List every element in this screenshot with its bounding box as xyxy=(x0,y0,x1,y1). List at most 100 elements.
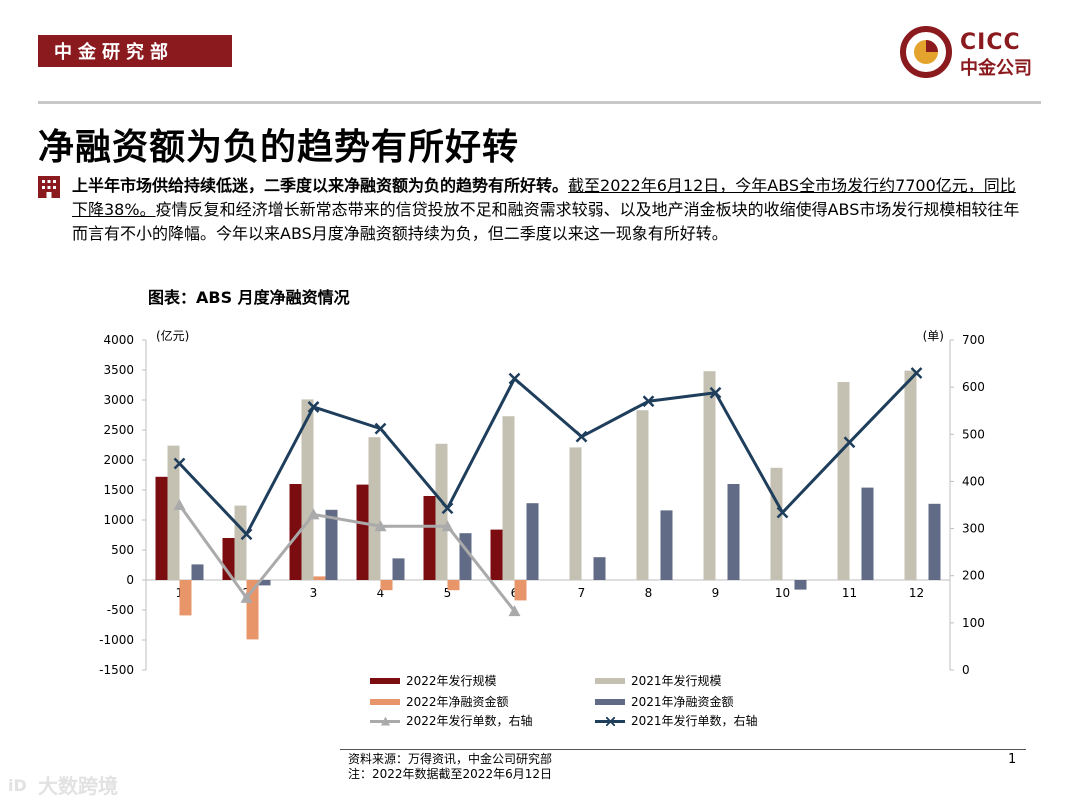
legend-swatch xyxy=(595,677,625,684)
x-marker xyxy=(508,372,521,385)
triangle-marker xyxy=(240,591,253,603)
bar xyxy=(837,382,850,580)
right-tick-label: 200 xyxy=(962,569,985,583)
left-tick-label: -1000 xyxy=(99,633,134,647)
cicc-logo-mark-icon xyxy=(900,26,952,78)
right-tick-label: 700 xyxy=(962,333,985,347)
bar xyxy=(435,443,448,580)
legend-swatch xyxy=(370,677,400,684)
x-marker xyxy=(441,502,454,515)
x-marker xyxy=(240,528,253,541)
legend-item-2022-issuance: 2022年发行规模 xyxy=(370,672,497,689)
x-tick-label: 5 xyxy=(444,586,452,600)
bar xyxy=(155,476,168,580)
note-text: 注：2022年数据截至2022年6月12日 xyxy=(348,767,552,781)
x-marker xyxy=(776,506,789,519)
bar xyxy=(234,505,247,580)
department-badge: 中金研究部 xyxy=(38,35,232,67)
legend-item-2021-deal-count: 2021年发行单数，右轴 xyxy=(595,712,758,729)
logo-english-name: CICC xyxy=(960,30,1021,55)
left-tick-label: 3000 xyxy=(103,393,134,407)
footer-divider xyxy=(340,749,1026,750)
right-tick-label: 500 xyxy=(962,427,985,441)
building-bullet-icon xyxy=(38,176,60,198)
bar xyxy=(301,399,314,580)
right-tick-label: 0 xyxy=(962,663,970,677)
bar xyxy=(325,509,338,580)
left-tick-label: 4000 xyxy=(103,333,134,347)
x-tick-label: 11 xyxy=(842,586,857,600)
summary-paragraph: 上半年市场供给持续低迷，二季度以来净融资额为负的趋势有所好转。截至2022年6月… xyxy=(72,174,1022,246)
triangle-marker xyxy=(441,520,454,532)
source-text: 资料来源：万得资讯，中金公司研究部 xyxy=(348,752,553,766)
x-marker xyxy=(843,436,856,449)
bar xyxy=(392,558,405,580)
left-tick-label: 0 xyxy=(126,573,134,587)
left-tick-label: -1500 xyxy=(99,663,134,677)
legend-swatch xyxy=(595,715,625,727)
x-tick-label: 7 xyxy=(578,586,586,600)
triangle-marker xyxy=(173,499,186,510)
x-tick-label: 4 xyxy=(377,586,385,600)
legend-item-2021-net-financing: 2021年净融资金额 xyxy=(595,693,734,710)
series-line xyxy=(178,371,918,536)
triangle-marker xyxy=(307,508,320,520)
cicc-logo: CICC 中金公司 xyxy=(900,26,1050,79)
x-tick-label: 12 xyxy=(909,586,924,600)
bar xyxy=(660,510,673,580)
left-tick-label: 500 xyxy=(111,543,134,557)
header-divider xyxy=(38,101,1041,104)
legend-item-2022-deal-count: 2022年发行单数，右轴 xyxy=(370,712,533,729)
bar xyxy=(167,445,180,580)
bar xyxy=(368,437,381,580)
legend-label: 2022年发行单数，右轴 xyxy=(406,714,533,728)
x-tick-label: 9 xyxy=(712,586,720,600)
page-title: 净融资额为负的趋势有所好转 xyxy=(38,127,520,168)
x-marker xyxy=(173,457,186,470)
legend-label: 2021年净融资金额 xyxy=(631,695,734,709)
bar xyxy=(289,484,302,580)
right-tick-label: 300 xyxy=(962,522,985,536)
bar xyxy=(794,580,807,590)
bar xyxy=(380,580,393,591)
legend-label: 2021年发行规模 xyxy=(631,674,722,688)
left-tick-label: 2500 xyxy=(103,423,134,437)
summary-rest: 疫情反复和经济增长新常态带来的信贷投放不足和融资需求较弱、以及地产消金板块的收缩… xyxy=(72,200,1020,243)
watermark-logo: iD 大数跨境 xyxy=(8,774,118,798)
left-tick-label: 3500 xyxy=(103,363,134,377)
abs-monthly-net-financing-chart: 40003500300025002000150010005000-500-100… xyxy=(99,328,985,677)
legend-label: 2022年净融资金额 xyxy=(406,695,509,709)
chart-legend: 2022年发行规模 2021年发行规模 2022年净融资金额 2021年净融资金… xyxy=(370,672,830,732)
chart-heading: 图表：ABS 月度净融资情况 xyxy=(148,288,350,307)
bar xyxy=(593,557,606,580)
x-marker xyxy=(709,386,722,399)
bar xyxy=(258,580,271,586)
legend-swatch xyxy=(595,698,625,705)
legend-item-2022-net-financing: 2022年净融资金额 xyxy=(370,693,509,710)
legend-swatch xyxy=(370,698,400,705)
logo-chinese-name: 中金公司 xyxy=(960,58,1032,79)
bar xyxy=(569,447,582,580)
bar xyxy=(636,410,649,580)
bar xyxy=(191,564,204,580)
triangle-marker xyxy=(508,605,521,617)
x-tick-label: 10 xyxy=(775,586,790,600)
legend-label: 2021年发行单数，右轴 xyxy=(631,714,758,728)
bar xyxy=(861,487,874,580)
left-tick-label: -500 xyxy=(107,603,134,617)
bar xyxy=(904,370,917,580)
bar xyxy=(703,371,716,580)
bar xyxy=(928,503,941,580)
bar xyxy=(356,484,369,580)
x-marker xyxy=(910,367,923,379)
x-tick-label: 3 xyxy=(310,586,318,600)
bar xyxy=(526,503,539,580)
watermark-icon: iD xyxy=(8,776,27,795)
summary-bold: 上半年市场供给持续低迷，二季度以来净融资额为负的趋势有所好转。 xyxy=(72,176,569,195)
bar xyxy=(727,484,740,580)
legend-label: 2022年发行规模 xyxy=(406,674,497,688)
right-tick-label: 100 xyxy=(962,616,985,630)
triangle-marker xyxy=(374,520,387,532)
right-tick-label: 400 xyxy=(962,474,985,488)
bar xyxy=(447,580,460,591)
